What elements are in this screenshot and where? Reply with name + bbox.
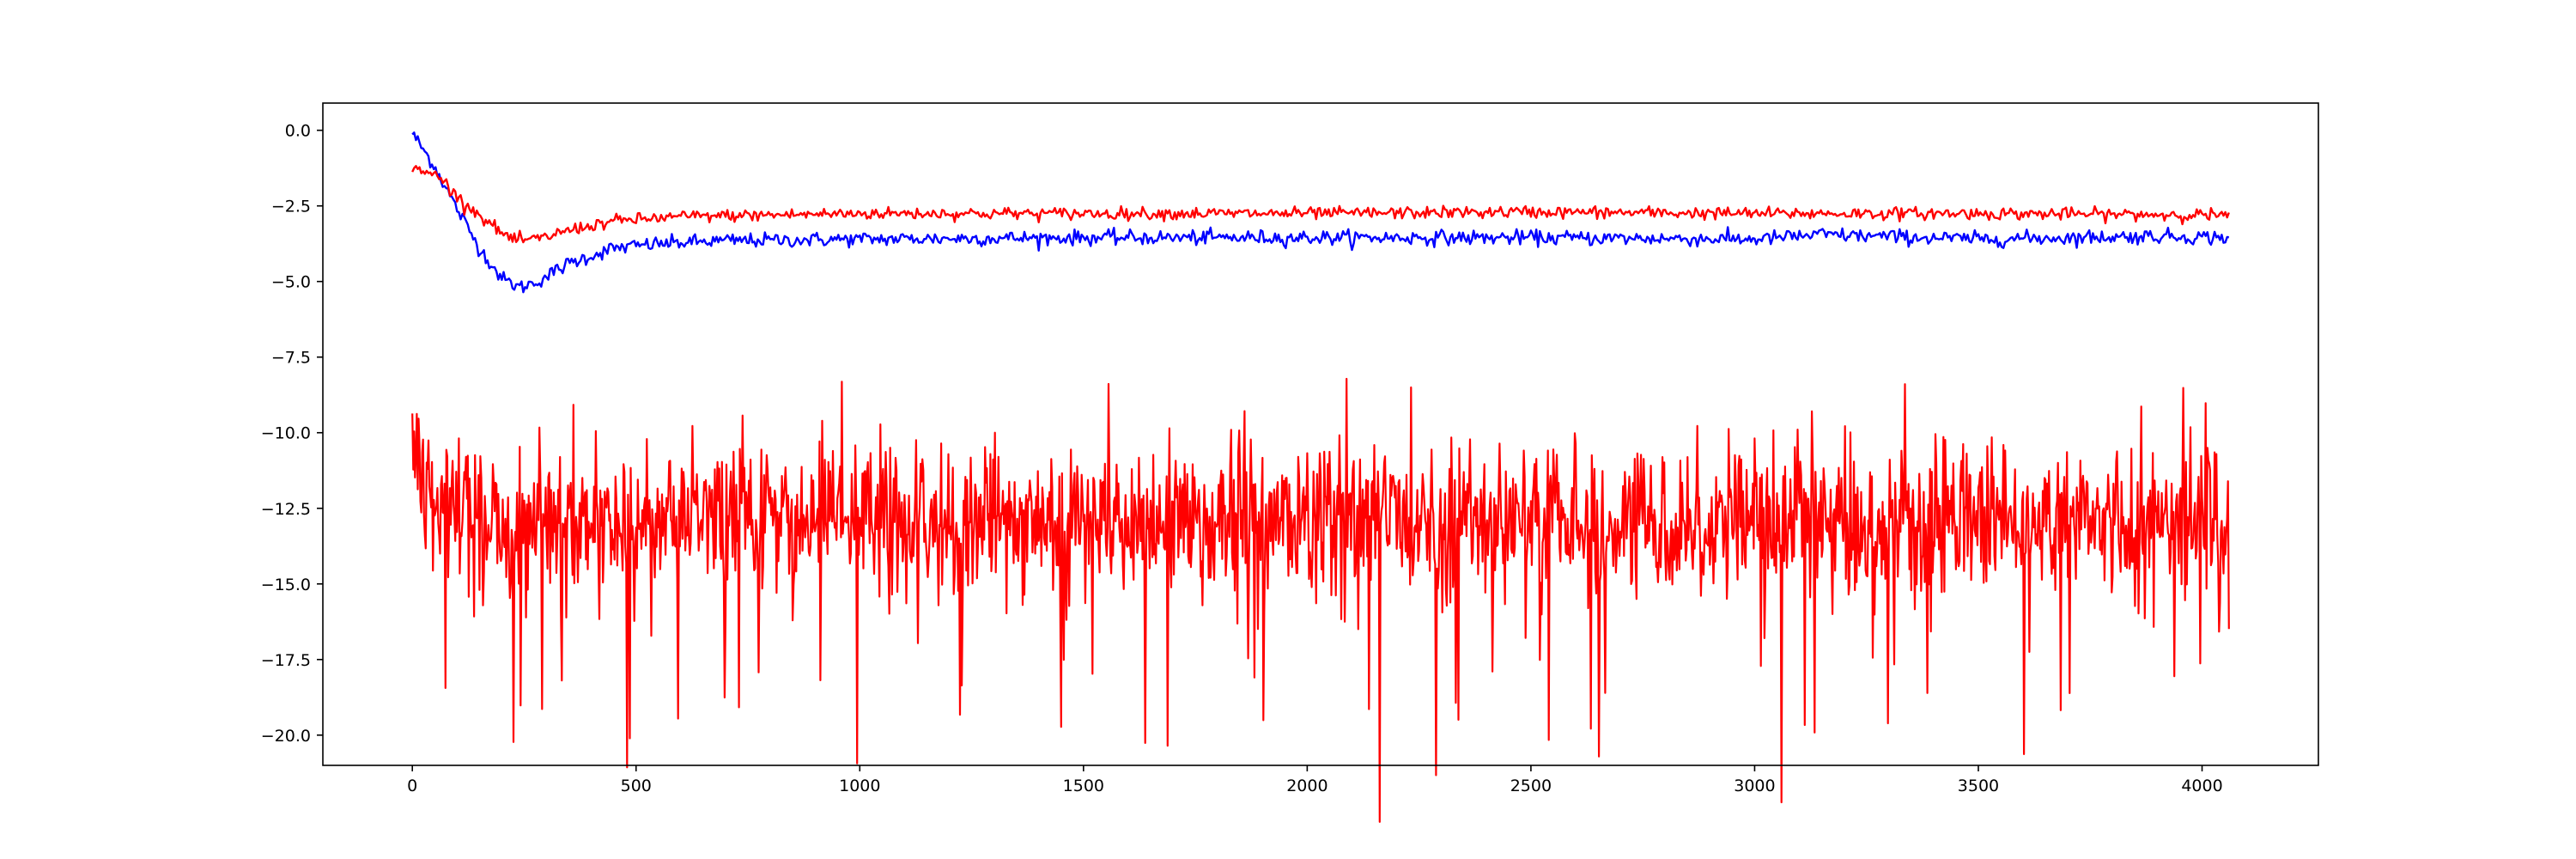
y-tick-label: −15.0 — [261, 576, 311, 594]
x-tick-label: 3000 — [1734, 777, 1775, 795]
x-tick-label: 1500 — [1063, 777, 1104, 795]
y-tick-label: −17.5 — [261, 651, 311, 670]
plot-frame — [322, 102, 2319, 766]
x-tick-label: 0 — [407, 777, 417, 795]
x-tick-label: 2500 — [1510, 777, 1552, 795]
plot-series — [411, 131, 2230, 823]
y-tick-label: −5.0 — [271, 273, 311, 292]
x-tick-label: 2000 — [1286, 777, 1327, 795]
x-tick-label: 500 — [621, 777, 652, 795]
axes: 0 500 1000 1500 2000 2500 3000 3500 4000 0.0 −2.5 −… — [261, 102, 2319, 795]
series-line-1 — [411, 131, 2229, 294]
x-tick-label: 1000 — [839, 777, 880, 795]
x-tick-label: 4000 — [2181, 777, 2222, 795]
y-tick-label: −7.5 — [271, 349, 311, 368]
y-tick-label: 0.0 — [285, 122, 311, 141]
series-line-3 — [411, 377, 2230, 823]
y-tick-label: −20.0 — [261, 727, 311, 746]
x-tick-label: 3500 — [1958, 777, 1999, 795]
y-tick-label: −2.5 — [271, 198, 311, 216]
series-line-2 — [411, 165, 2230, 244]
y-tick-label: −10.0 — [261, 424, 311, 443]
y-tick-label: −12.5 — [261, 500, 311, 519]
